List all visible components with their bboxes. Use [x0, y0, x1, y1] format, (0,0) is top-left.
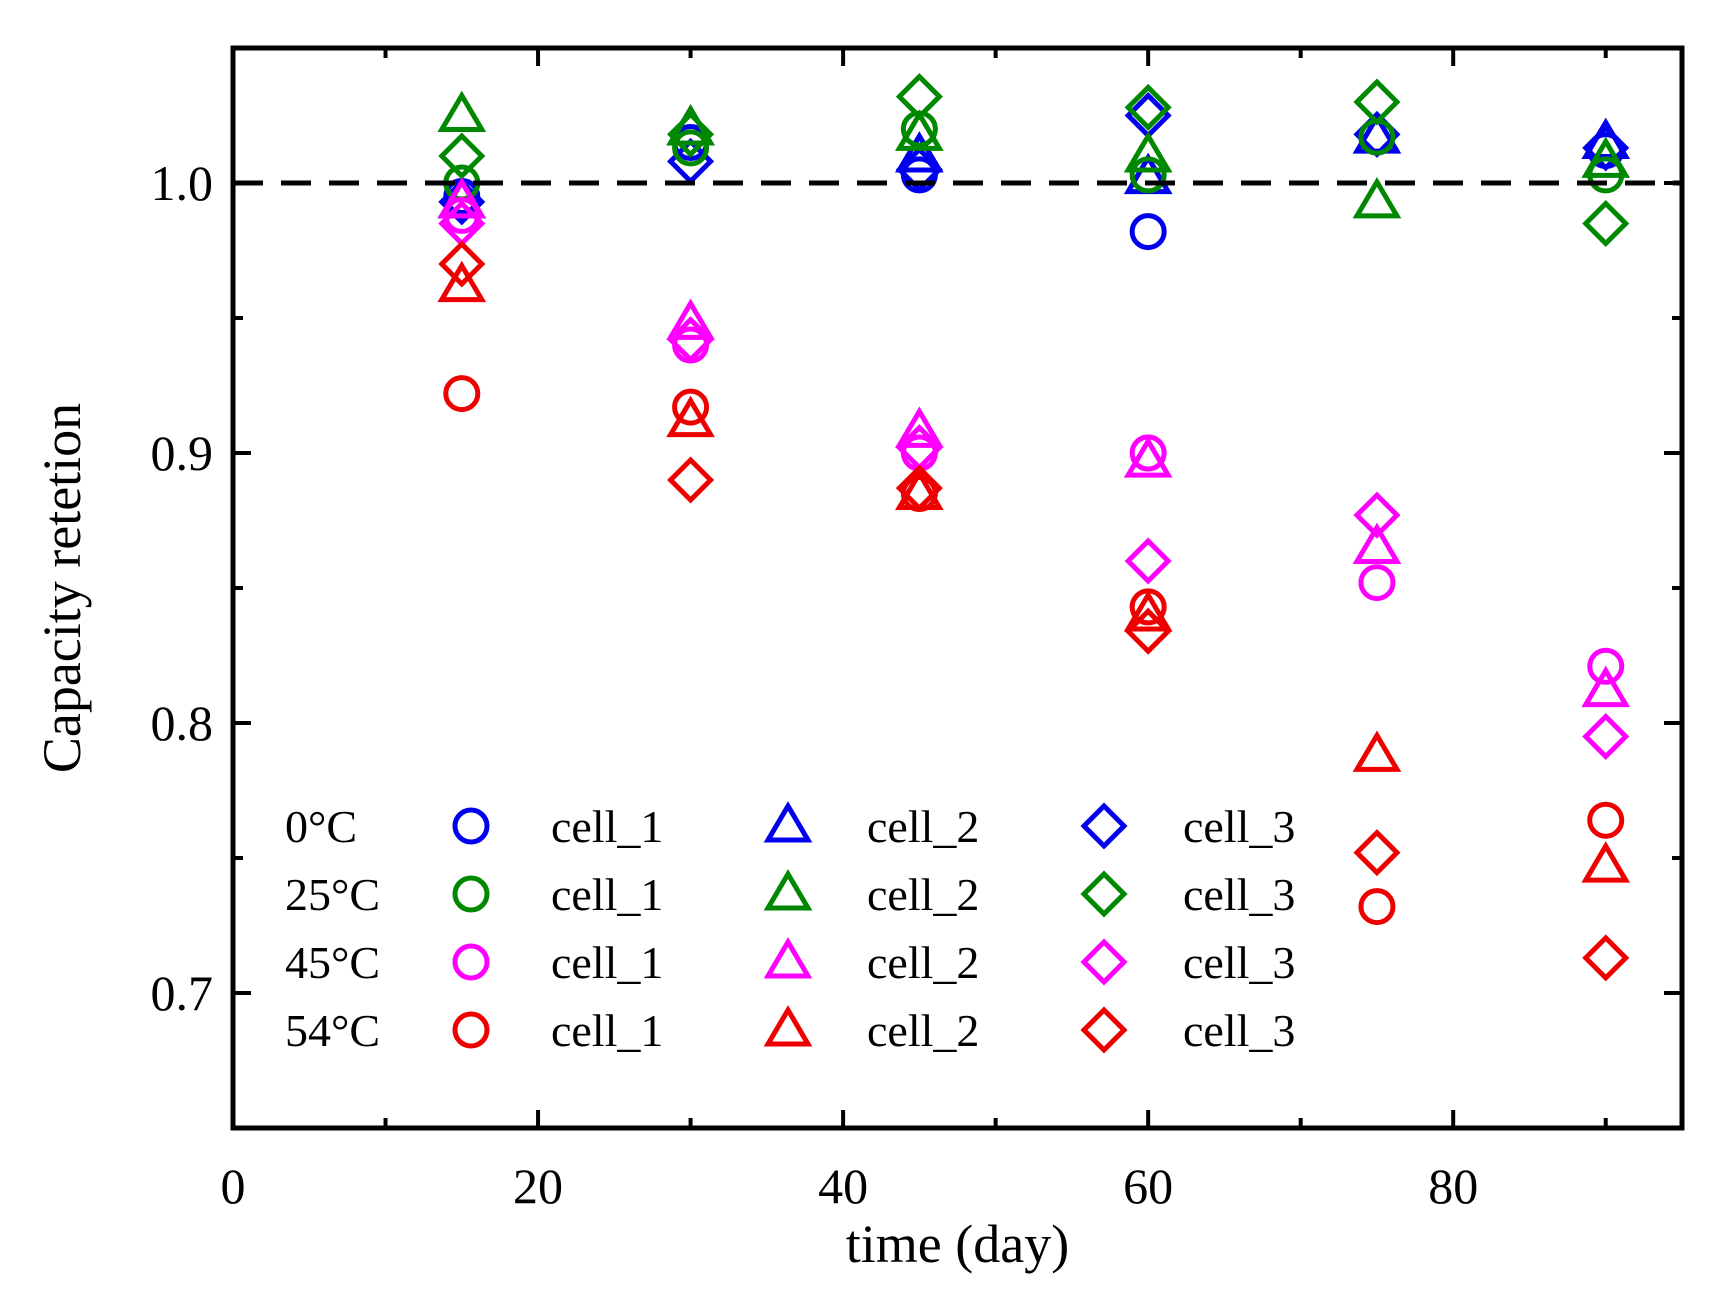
data-point-triangle	[894, 109, 944, 151]
data-point-circle	[1587, 801, 1625, 839]
x-tick-label: 60	[1123, 1158, 1173, 1214]
data-point-circle	[1358, 888, 1396, 926]
series-0c-cell_2	[437, 104, 1631, 219]
data-point-diamond	[895, 145, 943, 194]
data-point-diamond	[1582, 124, 1630, 172]
data-point-diamond	[667, 110, 715, 158]
axes: 0 20 40 60 80 0.7 0.8 0.9 1.0	[151, 45, 1685, 1214]
data-point-triangle	[437, 176, 487, 219]
x-tick-label: 80	[1428, 1158, 1478, 1214]
y-tick-label: 1.0	[151, 155, 214, 211]
data-point-triangle	[1581, 841, 1631, 883]
data-point-triangle	[437, 260, 487, 303]
data-marks	[437, 73, 1631, 982]
data-point-diamond	[1353, 491, 1401, 539]
data-point-triangle	[666, 298, 715, 340]
series-45c-cell_1	[443, 196, 1625, 685]
series-0c-cell_3	[438, 91, 1630, 226]
legend-circle-icon	[452, 875, 490, 913]
legend-triangle-icon	[763, 869, 813, 911]
legend-cell-label: cell_1	[551, 937, 663, 988]
data-point-diamond	[1582, 934, 1630, 982]
data-point-triangle	[1352, 522, 1402, 564]
legend-cell-label: cell_1	[551, 869, 663, 920]
legend-cell-label: cell_3	[1183, 869, 1295, 920]
legend-cell-label: cell_2	[867, 801, 979, 852]
data-point-diamond	[667, 316, 715, 364]
data-point-circle	[443, 375, 481, 413]
legend-circle-icon	[452, 1011, 490, 1049]
legend-diamond-icon	[1080, 938, 1128, 986]
data-point-triangle	[1123, 436, 1173, 478]
x-axis-title: time (day)	[846, 1214, 1069, 1274]
legend-cell-label: cell_3	[1183, 801, 1295, 852]
legend-triangle-icon	[763, 1005, 813, 1047]
series-25c-cell_2	[437, 90, 1631, 219]
data-point-triangle	[666, 395, 715, 438]
data-point-circle	[1358, 564, 1396, 602]
data-point-circle	[1587, 647, 1625, 685]
legend-cell-label: cell_3	[1183, 1005, 1295, 1056]
data-point-circle	[1129, 156, 1167, 194]
legend-cell-label: cell_2	[867, 1005, 979, 1056]
data-point-diamond	[895, 464, 943, 512]
series-45c-cell_2	[437, 176, 1631, 708]
legend-temperature-label: 0°C	[285, 801, 357, 852]
data-point-diamond	[1582, 712, 1630, 761]
y-tick-label: 0.7	[151, 965, 214, 1021]
x-tick-label: 20	[513, 1158, 563, 1214]
data-point-triangle	[894, 406, 944, 448]
data-point-diamond	[1124, 607, 1172, 655]
data-point-diamond	[667, 456, 715, 504]
data-point-diamond	[438, 132, 486, 180]
data-point-diamond	[438, 240, 486, 288]
data-point-triangle	[1123, 131, 1173, 173]
y-tick-label: 0.9	[151, 425, 214, 481]
legend-temperature-label: 54°C	[285, 1005, 380, 1056]
legend-cell-label: cell_3	[1183, 937, 1295, 988]
data-point-circle	[672, 388, 710, 426]
data-point-triangle	[1123, 590, 1173, 632]
data-point-diamond	[895, 73, 943, 121]
legend-diamond-icon	[1080, 802, 1128, 850]
series-25c-cell_3	[438, 73, 1630, 248]
data-point-circle	[1129, 213, 1167, 251]
legend-triangle-icon	[763, 801, 813, 843]
x-tick-label: 40	[818, 1158, 868, 1214]
legend-cell-label: cell_1	[551, 801, 663, 852]
data-point-diamond	[1124, 537, 1172, 585]
data-point-diamond	[1124, 83, 1172, 131]
data-point-circle	[672, 129, 710, 167]
legend: 0°C cell_1 cell_2 cell_325°C cell_1 cell_2 cel…	[285, 801, 1295, 1056]
y-axis-title: Capacity retetion	[32, 403, 92, 773]
legend-circle-icon	[452, 943, 490, 981]
plot-frame	[230, 45, 1685, 1131]
data-point-triangle	[437, 90, 487, 132]
data-point-diamond	[1582, 199, 1630, 248]
series-45c-cell_3	[438, 199, 1630, 761]
series-54c-cell_2	[437, 260, 1631, 883]
series-25c-cell_1	[443, 110, 1625, 202]
data-point-triangle	[1352, 730, 1402, 772]
legend-cell-label: cell_2	[867, 869, 979, 920]
x-tick-label: 0	[221, 1158, 246, 1214]
legend-triangle-icon	[763, 937, 813, 979]
data-point-triangle	[1352, 176, 1402, 219]
legend-diamond-icon	[1080, 870, 1128, 918]
y-tick-label: 0.8	[151, 695, 214, 751]
series-54c-cell_3	[438, 240, 1630, 982]
legend-diamond-icon	[1080, 1006, 1128, 1054]
legend-temperature-label: 25°C	[285, 869, 380, 920]
data-point-diamond	[1353, 829, 1401, 877]
legend-cell-label: cell_2	[867, 937, 979, 988]
legend-circle-icon	[452, 807, 490, 845]
data-point-triangle	[1581, 665, 1631, 708]
legend-temperature-label: 45°C	[285, 937, 380, 988]
data-point-triangle	[894, 131, 944, 173]
data-point-triangle	[1581, 136, 1631, 178]
legend-cell-label: cell_1	[551, 1005, 663, 1056]
data-point-diamond	[1353, 78, 1401, 126]
